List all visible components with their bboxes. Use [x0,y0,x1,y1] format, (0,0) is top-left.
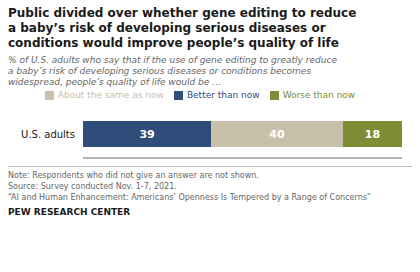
svg-text:18: 18 [365,128,380,141]
svg-text:40: 40 [269,128,285,141]
html-text:Better than now: Better than now [186,90,260,100]
svg-text:U.S. adults: U.S. adults [21,129,75,140]
html-text:% of U.S. adults who say that: % of U.S. adults who say that if the use… [8,55,337,87]
html-text:Public divided over whether ge: Public divided over whether gene editing… [8,6,357,50]
html-text:Note: Respondents who did not: Note: Respondents who did not give an an… [8,171,259,180]
html-text:Worse than now: Worse than now [282,90,356,100]
html-text:About the same as now: About the same as now [57,90,164,100]
html-text:PEW RESEARCH CENTER: PEW RESEARCH CENTER [8,207,131,217]
html-text:“AI and Human Enhancement: Ame: “AI and Human Enhancement: Americans’ Op… [8,193,371,202]
svg-text:39: 39 [139,128,154,141]
html-text:Source: Survey conducted Nov.: Source: Survey conducted Nov. 1-7, 2021. [8,182,177,191]
